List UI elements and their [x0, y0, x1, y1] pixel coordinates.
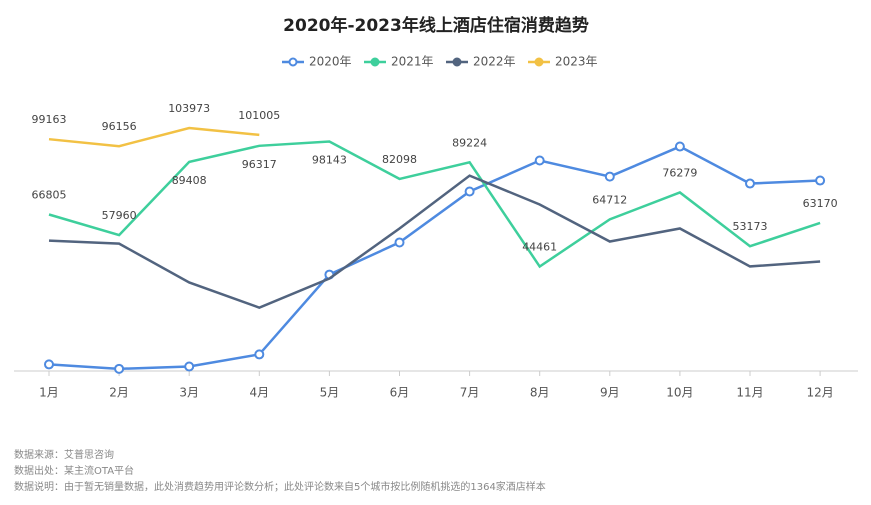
x-tick-label: 12月 — [806, 386, 833, 400]
point — [534, 155, 545, 166]
x-tick-label: 6月 — [390, 386, 410, 400]
legend-label: 2023年 — [555, 55, 598, 69]
legend-marker — [288, 57, 298, 67]
point — [815, 175, 826, 186]
point — [44, 359, 54, 370]
data-label: 103973 — [168, 102, 210, 115]
x-tick-label: 3月 — [179, 386, 199, 400]
series-line — [48, 145, 821, 371]
data-label: 82098 — [382, 153, 417, 166]
legend-marker — [534, 57, 544, 67]
note: 数据来源：艾普思咨询 — [14, 450, 114, 461]
point — [464, 186, 475, 197]
data-label: 64712 — [592, 193, 627, 206]
data-label: 99163 — [32, 113, 67, 126]
data-label: 76279 — [662, 166, 697, 179]
data-label: 44461 — [522, 241, 557, 254]
notes: 数据来源：艾普思咨询 数据出处：某主流OTA平台 数据说明：由于暂无销量数据，此… — [14, 448, 546, 496]
x-tick-label: 1月 — [39, 386, 59, 400]
x-tick-label: 8月 — [530, 386, 550, 400]
data-label: 57960 — [102, 209, 137, 222]
series-line — [48, 126, 260, 148]
point — [394, 237, 405, 248]
data-label: 89408 — [172, 174, 207, 187]
legend-label: 2022年 — [473, 55, 516, 69]
legend-label: 2021年 — [391, 55, 434, 69]
point — [114, 363, 125, 374]
data-label: 101005 — [238, 109, 280, 122]
point — [254, 349, 265, 360]
point — [184, 361, 195, 372]
note: 数据出处：某主流OTA平台 — [14, 466, 135, 477]
note: 数据说明：由于暂无销量数据，此处消费趋势用评论数分析；此处评论数来自5个城市按比… — [14, 482, 546, 493]
data-label: 98143 — [312, 154, 347, 167]
data-label: 96317 — [242, 158, 277, 171]
legend-marker — [452, 57, 462, 67]
x-tick-label: 4月 — [249, 386, 269, 400]
data-label: 89224 — [452, 136, 487, 149]
point — [674, 141, 685, 152]
legend-label: 2020年 — [309, 55, 352, 69]
point — [604, 171, 615, 182]
data-label: 53173 — [733, 220, 768, 233]
legend-marker — [370, 57, 380, 67]
series-line — [48, 174, 821, 309]
x-tick-label: 2月 — [109, 386, 129, 400]
series-line — [48, 140, 821, 269]
data-label: 96156 — [102, 120, 137, 133]
x-tick-label: 10月 — [666, 386, 693, 400]
x-tick-label: 9月 — [600, 386, 620, 400]
data-label: 63170 — [803, 197, 838, 210]
data-label: 66805 — [32, 189, 67, 202]
x-tick-label: 7月 — [460, 386, 480, 400]
x-tick-label: 5月 — [320, 386, 340, 400]
x-tick-label: 11月 — [736, 386, 763, 400]
chart-title: 2020年-2023年线上酒店住宿消费趋势 — [283, 15, 589, 36]
point — [745, 178, 755, 189]
